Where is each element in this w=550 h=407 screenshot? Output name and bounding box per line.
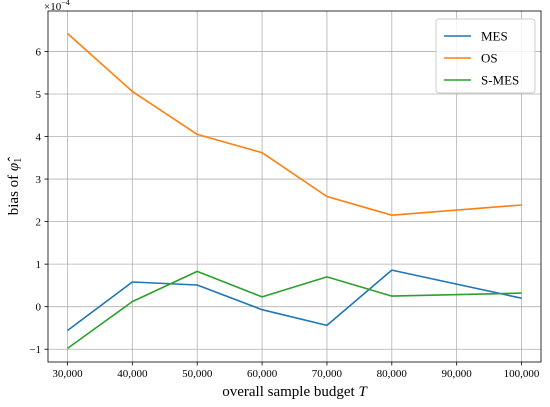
y-tick-label: 0 xyxy=(36,302,42,314)
y-tick-label: 5 xyxy=(36,89,42,101)
legend: MES OS S-MES xyxy=(435,18,536,94)
legend-label: S-MES xyxy=(481,73,519,88)
y-tick-label: 1 xyxy=(36,259,42,271)
x-tick-label: 40,000 xyxy=(117,368,148,380)
x-tick-label: 80,000 xyxy=(377,368,408,380)
x-tick-label: 50,000 xyxy=(182,368,213,380)
series-line-mes xyxy=(67,269,522,332)
y-tick-label: 3 xyxy=(36,174,42,186)
x-tick-label: 70,000 xyxy=(312,368,343,380)
plot-frame xyxy=(47,10,542,363)
x-tick-label: 100,000 xyxy=(504,368,540,380)
x-axis-title: overall sample budget T xyxy=(222,384,368,400)
y-tick-label: −1 xyxy=(29,344,41,356)
y-axis-title: bias of φ̂1 xyxy=(6,157,24,215)
x-tick-label: 30,000 xyxy=(52,368,83,380)
grid xyxy=(48,11,541,362)
legend-label: MES xyxy=(481,29,508,44)
y-tick-label: 6 xyxy=(36,46,42,58)
y-axis-multiplier: ×10−4 xyxy=(44,0,70,13)
x-tick-label: 60,000 xyxy=(247,368,278,380)
legend-label: OS xyxy=(481,51,498,66)
y-tick-label: 4 xyxy=(36,132,42,144)
y-tick-label: 2 xyxy=(36,217,42,229)
ticks: 30,000 40,000 50,000 60,000 70,000 80,000 90,0… xyxy=(29,46,540,380)
series-line-os xyxy=(66,32,522,216)
x-tick-label: 90,000 xyxy=(442,368,473,380)
legend-box xyxy=(435,18,536,94)
series-lines xyxy=(66,32,522,350)
series-line-s-mes xyxy=(67,270,522,350)
